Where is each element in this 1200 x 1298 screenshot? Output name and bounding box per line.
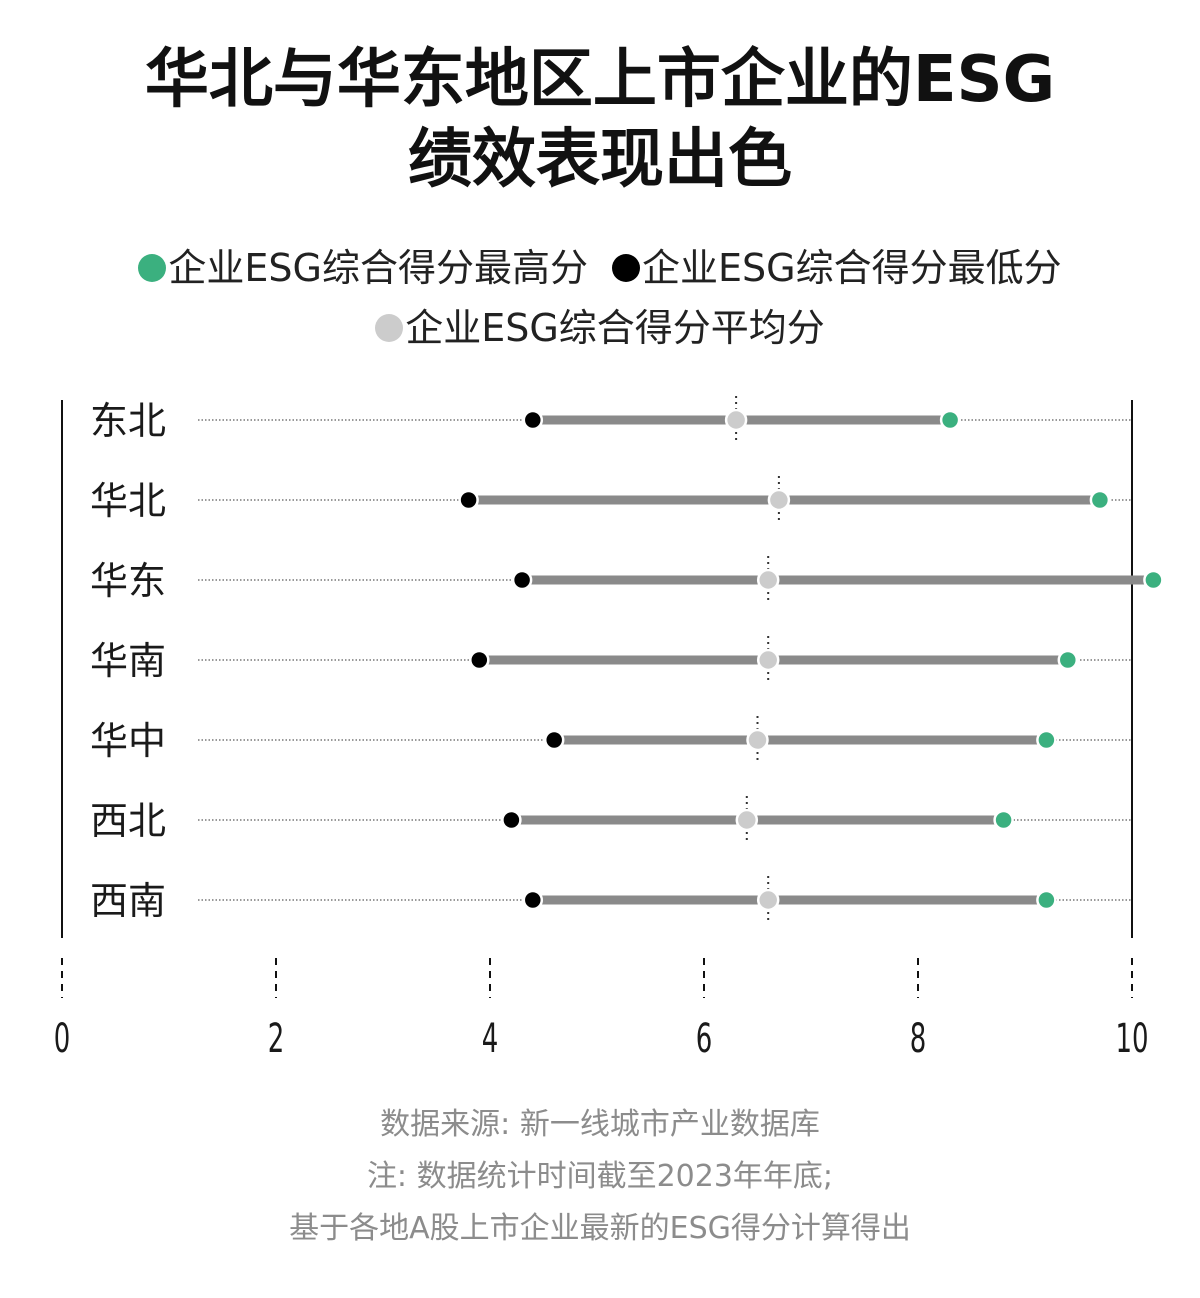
max-point	[1143, 569, 1164, 591]
category-label: 华东	[90, 559, 166, 603]
legend-label-min: 企业ESG综合得分最低分	[642, 246, 1062, 290]
x-tick-label: 4	[482, 1015, 499, 1061]
legend-dot-min	[612, 254, 641, 282]
legend-dot-max	[138, 254, 167, 282]
footnotes: 数据来源: 新一线城市产业数据库 注: 数据统计时间截至2023年年底; 基于各…	[0, 1105, 1200, 1249]
min-point	[458, 489, 479, 511]
max-point	[939, 409, 961, 431]
avg-point	[735, 808, 759, 832]
x-tick-label: 8	[910, 1015, 927, 1061]
avg-point	[767, 488, 791, 512]
legend-dot-avg	[375, 314, 404, 342]
avg-point	[756, 888, 780, 912]
avg-point	[756, 568, 780, 592]
max-point	[993, 809, 1014, 831]
max-point	[1036, 729, 1057, 751]
legend-row-2: 企业ESG综合得分平均分	[0, 303, 1200, 354]
avg-point	[746, 728, 769, 752]
data-source-note: 数据来源: 新一线城市产业数据库	[380, 1107, 820, 1142]
title-line-1: 华北与华东地区上市企业的ESG	[144, 43, 1056, 117]
category-label: 西南	[90, 879, 166, 923]
max-point	[1089, 489, 1111, 511]
legend-item-min: 企业ESG综合得分最低分	[612, 243, 1062, 293]
chart-title: 华北与华东地区上市企业的ESG 绩效表现出色	[0, 40, 1200, 200]
x-tick-label: 0	[54, 1015, 71, 1061]
footnote-2: 基于各地A股上市企业最新的ESG得分计算得出	[289, 1211, 911, 1246]
max-point	[1057, 649, 1079, 671]
title-line-2: 绩效表现出色	[408, 123, 792, 197]
min-point	[469, 649, 490, 671]
legend-label-max: 企业ESG综合得分最高分	[168, 246, 588, 290]
footnote-1: 注: 数据统计时间截至2023年年底;	[366, 1159, 834, 1194]
max-point	[1036, 889, 1057, 911]
category-label: 华北	[90, 479, 166, 523]
min-point	[511, 569, 533, 591]
min-point	[501, 809, 522, 831]
legend-row-1: 企业ESG综合得分最高分 企业ESG综合得分最低分	[0, 243, 1200, 294]
category-label: 西北	[90, 799, 166, 843]
legend-item-max: 企业ESG综合得分最高分	[138, 243, 588, 293]
category-label: 东北	[90, 399, 166, 443]
avg-point	[724, 408, 748, 432]
x-tick-label: 6	[696, 1015, 713, 1061]
legend-item-avg: 企业ESG综合得分平均分	[375, 303, 825, 353]
category-label: 华南	[90, 639, 166, 683]
avg-point	[756, 648, 780, 672]
category-label: 华中	[90, 719, 166, 763]
min-point	[543, 729, 565, 751]
min-point	[522, 889, 544, 911]
x-tick-label: 2	[268, 1015, 285, 1061]
min-point	[522, 409, 544, 431]
x-tick-label: 10	[1115, 1015, 1148, 1061]
legend-label-avg: 企业ESG综合得分平均分	[405, 306, 825, 350]
